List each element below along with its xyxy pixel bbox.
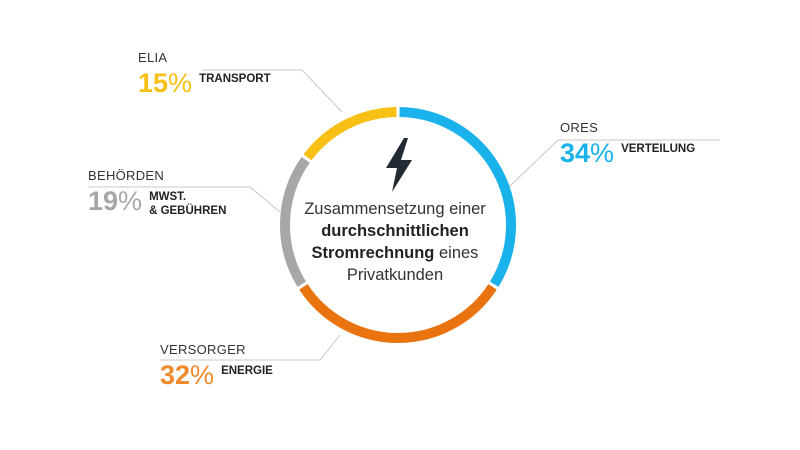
slice-name-behoerden: BEHÖRDEN xyxy=(88,168,165,183)
donut-slice-versorger xyxy=(299,284,497,343)
donut-slice-ores xyxy=(399,107,516,287)
lightning-bolt-icon xyxy=(386,138,412,192)
value-unit: % xyxy=(168,68,193,98)
slice-name-elia: ELIA xyxy=(138,50,168,65)
value-number: 34 xyxy=(560,138,591,168)
slice-value-elia: 15% xyxy=(138,69,192,97)
callout-elia: ELIA 15% TRANSPORT xyxy=(138,50,271,97)
slice-value-ores: 34% xyxy=(560,139,614,167)
title-last: Privatkunden xyxy=(346,266,444,284)
title-line-1: Zusammensetzung einer xyxy=(304,200,486,218)
callout-line-elia xyxy=(202,69,343,113)
slice-name-versorger: VERSORGER xyxy=(160,342,246,357)
slice-label-behoerden: MWST. & GEBÜHREN xyxy=(149,190,226,218)
title-bold-2: Stromrechnung xyxy=(311,244,435,262)
donut-slices xyxy=(280,107,516,343)
callout-line-ores xyxy=(507,139,720,189)
value-number: 15 xyxy=(138,68,169,98)
slice-label-elia: TRANSPORT xyxy=(199,73,271,85)
callout-line-versorger xyxy=(160,334,341,361)
callout-versorger: VERSORGER 32% ENERGIE xyxy=(160,342,273,389)
callout-behoerden: BEHÖRDEN 19% MWST. & GEBÜHREN xyxy=(88,168,226,218)
value-number: 32 xyxy=(160,360,191,390)
slice-label-line-2: & GEBÜHREN xyxy=(149,205,227,217)
value-number: 19 xyxy=(88,186,119,216)
slice-label-ores: VERTEILUNG xyxy=(621,143,696,155)
slice-name-ores: ORES xyxy=(560,120,599,135)
slice-value-behoerden: 19% xyxy=(88,187,142,215)
title-post: eines xyxy=(438,244,479,262)
slice-label-line-1: MWST. xyxy=(149,191,187,203)
donut-slice-elia xyxy=(303,107,397,161)
slice-value-versorger: 32% xyxy=(160,361,214,389)
callout-lines xyxy=(88,69,720,361)
value-unit: % xyxy=(118,186,143,216)
title-bold-1: durchschnittlichen xyxy=(321,222,469,240)
value-unit: % xyxy=(190,360,215,390)
callout-ores: ORES 34% VERTEILUNG xyxy=(560,120,695,167)
slice-label-versorger: ENERGIE xyxy=(221,365,273,377)
value-unit: % xyxy=(590,138,615,168)
chart-title: Zusammensetzung einer durchschnittlichen… xyxy=(290,198,500,286)
callout-line-behoerden xyxy=(88,186,281,213)
donut-slice-behrden xyxy=(280,156,310,287)
